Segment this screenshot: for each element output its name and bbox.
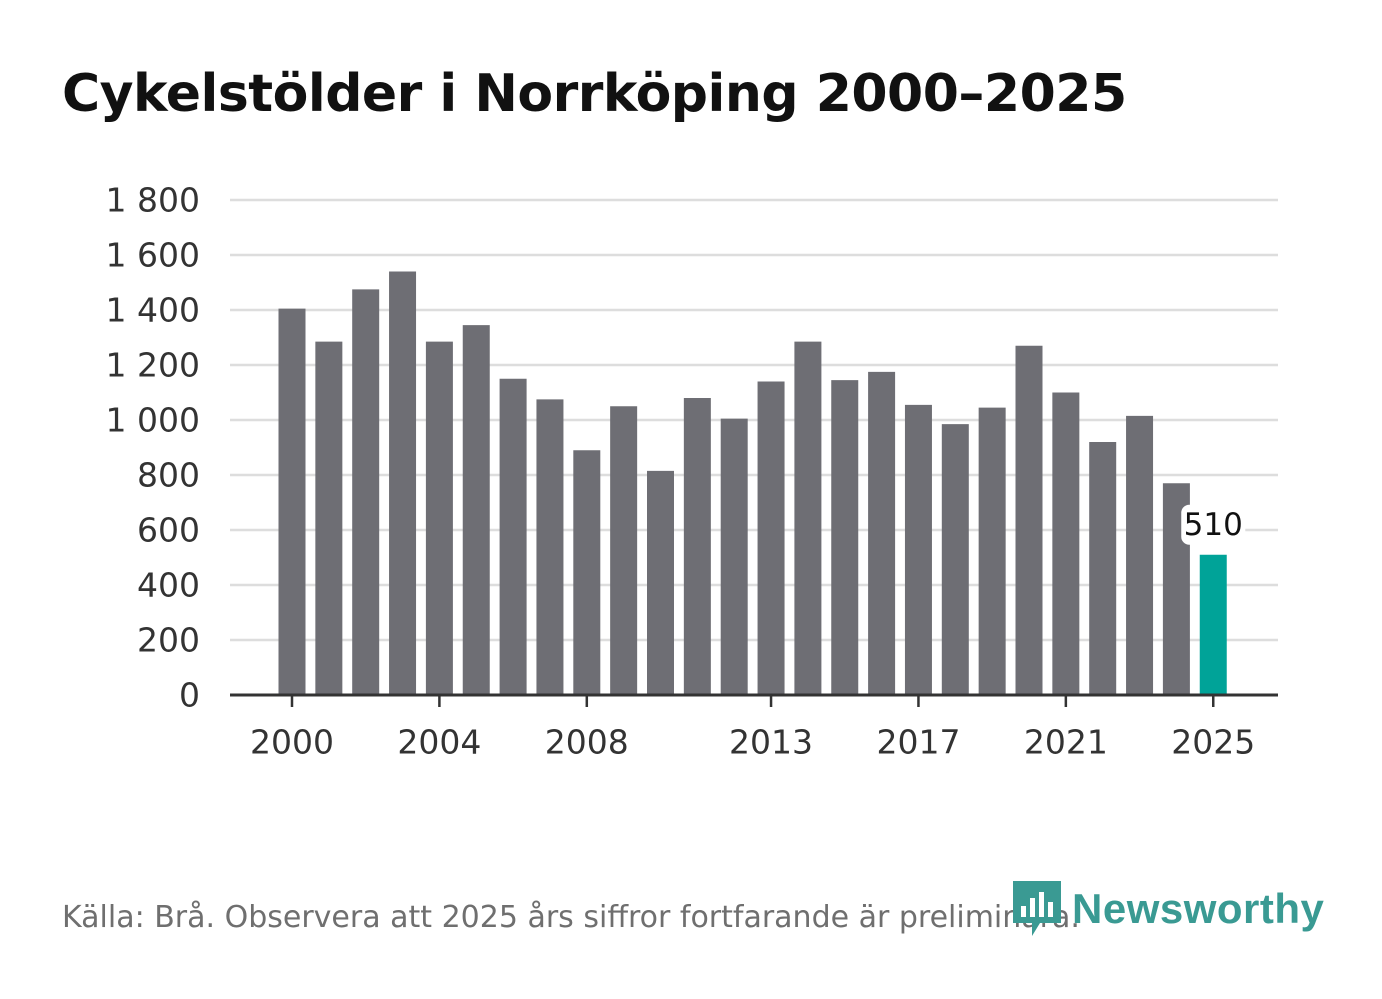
- bar-2020[interactable]: [1016, 346, 1043, 695]
- y-tick-label: 400: [137, 566, 200, 605]
- x-tick-label: 2025: [1171, 723, 1255, 762]
- bars: [279, 272, 1227, 696]
- y-tick-label: 1 600: [106, 236, 200, 275]
- bar-2013[interactable]: [758, 382, 785, 696]
- bar-2021[interactable]: [1052, 393, 1079, 696]
- bar-2023[interactable]: [1126, 416, 1153, 695]
- bar-2016[interactable]: [868, 372, 895, 695]
- x-tick-label: 2021: [1024, 723, 1108, 762]
- y-tick-label: 0: [179, 676, 200, 715]
- labels: 0 200 400 600 800 1 000 1 200 1 400 1 600 1 800 51…: [106, 181, 1256, 762]
- data-label-2025: 510: [1184, 507, 1243, 543]
- bar-chart: 0 200 400 600 800 1 000 1 200 1 400 1 600 1 800 51…: [0, 0, 1382, 999]
- axes: [230, 695, 1278, 707]
- bar-2009[interactable]: [610, 406, 637, 695]
- source-note: Källa: Brå. Observera att 2025 års siffr…: [62, 900, 1080, 935]
- bar-2022[interactable]: [1089, 442, 1116, 695]
- bar-2005[interactable]: [463, 325, 490, 695]
- bar-2017[interactable]: [905, 405, 932, 695]
- y-tick-label: 1 200: [106, 346, 200, 385]
- brand-name: Newsworthy: [1072, 885, 1324, 933]
- bar-2008[interactable]: [573, 450, 600, 695]
- gridlines: [230, 200, 1278, 640]
- y-tick-label: 1 000: [106, 401, 200, 440]
- y-tick-label: 200: [137, 621, 200, 660]
- bar-2019[interactable]: [979, 408, 1006, 695]
- bar-2004[interactable]: [426, 342, 453, 695]
- bar-2003[interactable]: [389, 272, 416, 696]
- x-tick-label: 2017: [876, 723, 960, 762]
- bar-2011[interactable]: [684, 398, 711, 695]
- bar-2018[interactable]: [942, 424, 969, 695]
- bar-2015[interactable]: [831, 380, 858, 695]
- bar-2001[interactable]: [315, 342, 342, 695]
- bar-2025[interactable]: [1200, 555, 1227, 695]
- newsworthy-logo-icon: [1010, 878, 1064, 940]
- bar-2007[interactable]: [536, 399, 563, 695]
- bar-2000[interactable]: [279, 309, 306, 695]
- y-tick-label: 800: [137, 456, 200, 495]
- bar-2002[interactable]: [352, 289, 379, 695]
- x-tick-label: 2000: [250, 723, 334, 762]
- bar-2012[interactable]: [721, 419, 748, 695]
- brand-logo[interactable]: Newsworthy: [1010, 878, 1324, 940]
- y-tick-label: 600: [137, 511, 200, 550]
- bar-2010[interactable]: [647, 471, 674, 695]
- x-tick-label: 2013: [729, 723, 813, 762]
- x-tick-label: 2008: [545, 723, 629, 762]
- bar-2014[interactable]: [794, 342, 821, 695]
- bar-2006[interactable]: [500, 379, 527, 695]
- x-tick-label: 2004: [397, 723, 481, 762]
- y-tick-label: 1 400: [106, 291, 200, 330]
- y-tick-label: 1 800: [106, 181, 200, 220]
